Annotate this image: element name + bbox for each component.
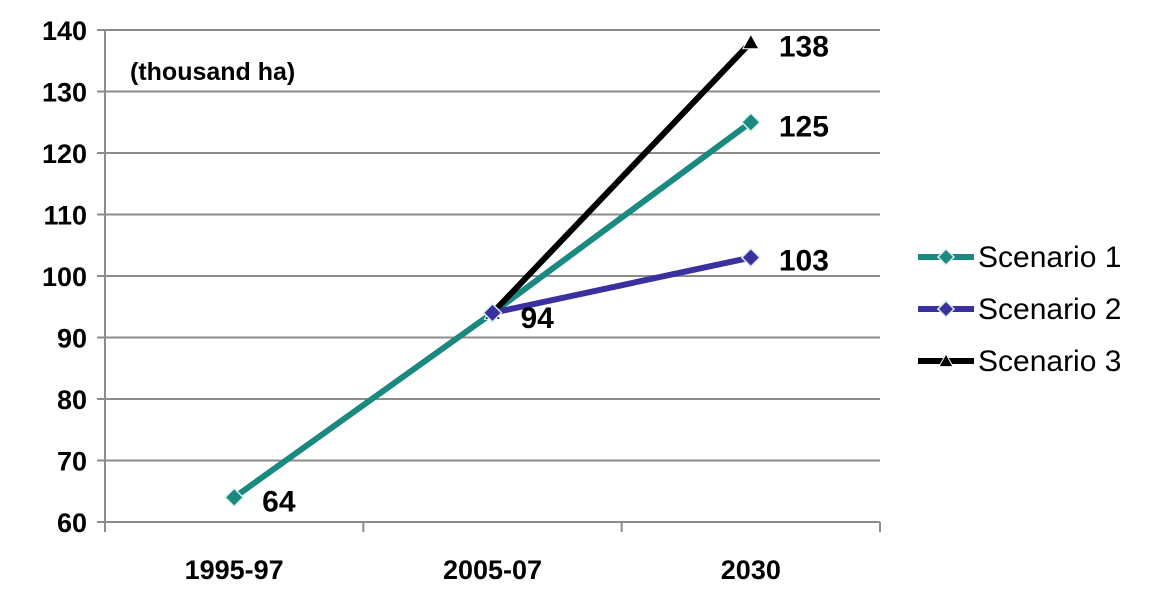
legend-item-scenario-1: Scenario 1 (918, 241, 1121, 274)
y-tick-label: 110 (43, 201, 87, 231)
y-tick-label: 130 (42, 78, 87, 108)
data-labels: 64 94 125 103 138 (262, 30, 829, 518)
marker-diamond (740, 247, 761, 268)
marker-diamond (936, 247, 956, 267)
marker-diamond (740, 112, 761, 133)
marker-diamond (936, 299, 956, 319)
marker-triangle (938, 352, 954, 368)
y-tick-label: 80 (57, 385, 87, 415)
legend-item-scenario-2: Scenario 2 (918, 293, 1121, 326)
series-line (490, 40, 754, 315)
gridlines (105, 29, 880, 523)
marker-triangle (741, 33, 760, 50)
data-label: 125 (779, 110, 829, 143)
legend: Scenario 1 Scenario 2 Scenario 3 (918, 241, 1121, 378)
y-tick-label: 100 (42, 262, 87, 292)
y-tick-label: 120 (42, 139, 87, 169)
series-lines (224, 33, 761, 508)
data-label: 103 (779, 245, 829, 278)
legend-label: Scenario 3 (978, 345, 1121, 378)
x-tick-label: 1995-97 (185, 555, 284, 585)
y-tick-label: 60 (57, 508, 87, 538)
unit-label: (thousand ha) (130, 58, 295, 86)
data-label: 138 (779, 30, 829, 63)
marker-diamond (224, 487, 245, 508)
y-tick-labels: 60 70 80 90 100 110 120 130 140 (42, 16, 87, 538)
series-line (491, 254, 752, 316)
data-label: 94 (521, 302, 555, 335)
legend-label: Scenario 2 (978, 293, 1121, 326)
x-tick-label: 2005-07 (443, 555, 542, 585)
legend-item-scenario-3: Scenario 3 (918, 345, 1121, 378)
data-label: 64 (262, 485, 296, 518)
axes (97, 29, 881, 532)
x-tick-labels: 1995-97 2005-07 2030 (185, 555, 781, 585)
y-tick-label: 90 (57, 324, 87, 354)
series-scenario-2 (482, 247, 761, 323)
y-tick-label: 140 (42, 16, 87, 46)
x-tick-label: 2030 (721, 555, 781, 585)
legend-label: Scenario 1 (978, 241, 1121, 274)
y-tick-label: 70 (57, 447, 87, 477)
marker-diamond (482, 302, 503, 323)
